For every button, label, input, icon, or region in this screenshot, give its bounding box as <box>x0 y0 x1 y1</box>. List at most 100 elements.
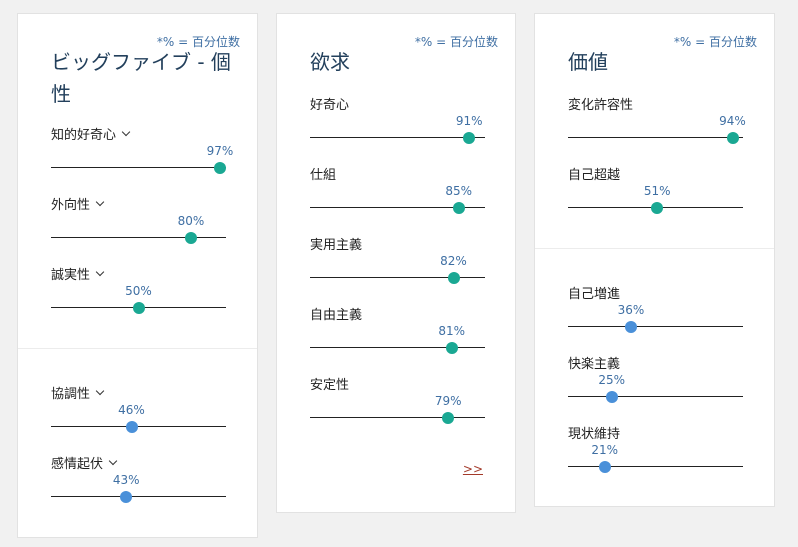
slider-knob <box>651 202 664 214</box>
item-label-text: 知的好奇心 <box>51 128 117 143</box>
value-item: 自己超越 51% <box>568 164 743 224</box>
need-item: 仕組 85% <box>310 164 485 224</box>
percentile-value: 81% <box>438 324 466 338</box>
personality-card: *% = 百分位数 ビッグファイブ - 個性 知的好奇心 97% 外向性 80% 誠… <box>17 13 258 538</box>
trait-item: 外向性 80% <box>51 194 226 254</box>
slider-track <box>310 137 485 138</box>
item-label-text: 安定性 <box>310 378 350 393</box>
slider-track <box>568 326 743 327</box>
item-label[interactable]: 外向性 <box>51 194 105 213</box>
slider-knob <box>598 461 611 473</box>
slider-knob <box>125 421 138 433</box>
card-title: 欲求 <box>310 50 350 74</box>
slider-knob <box>442 412 455 424</box>
item-label: 自己超越 <box>568 164 620 183</box>
more-link[interactable]: >> <box>462 462 483 476</box>
percentile-value: 97% <box>206 144 234 158</box>
slider-knob <box>214 162 226 174</box>
percentile-note: *% = 百分位数 <box>414 35 498 49</box>
item-label: 現状維持 <box>568 423 620 442</box>
percentile-value: 79% <box>434 394 462 408</box>
percentile-value: 50% <box>125 284 152 298</box>
percentile-note: *% = 百分位数 <box>673 35 757 49</box>
percentile-value: 80% <box>177 214 205 228</box>
slider-knob <box>452 202 465 214</box>
item-label-text: 仕組 <box>310 168 337 183</box>
item-label[interactable]: 感情起伏 <box>51 453 118 472</box>
chevron-down-icon[interactable] <box>108 456 118 465</box>
needs-card: *% = 百分位数 欲求 好奇心 91% 仕組 85% 実用主義 82% 自由主義 81… <box>276 13 516 513</box>
item-label[interactable]: 誠実性 <box>51 264 105 283</box>
slider-knob <box>445 342 458 354</box>
values-card: *% = 百分位数 価値 変化許容性 94% 自己超越 51% 自己増進 36% 快楽… <box>534 13 775 507</box>
slider-knob <box>120 491 133 503</box>
slider-knob <box>463 132 476 144</box>
value-item: 変化許容性 94% <box>568 94 746 154</box>
slider-track <box>568 396 743 397</box>
slider-knob <box>726 132 739 144</box>
percentile-value: 51% <box>643 184 671 198</box>
item-label-text: 協調性 <box>51 387 91 402</box>
item-label-text: 自己超越 <box>568 168 621 183</box>
need-item: 安定性 79% <box>310 374 485 434</box>
section-divider <box>18 348 257 349</box>
slider-track <box>51 496 226 497</box>
item-label: 安定性 <box>310 374 349 393</box>
slider-track <box>310 277 485 278</box>
value-item: 快楽主義 25% <box>568 353 743 413</box>
card-title: 価値 <box>568 50 608 74</box>
item-label-text: 快楽主義 <box>568 357 621 372</box>
percentile-value: 36% <box>617 303 645 317</box>
slider-knob <box>625 321 637 333</box>
slider-track <box>310 207 485 208</box>
item-label-text: 変化許容性 <box>568 98 634 113</box>
chevron-down-icon[interactable] <box>95 267 105 276</box>
percentile-value: 85% <box>445 184 473 198</box>
item-label-text: 現状維持 <box>568 427 621 442</box>
value-item: 自己増進 36% <box>568 283 743 343</box>
percentile-value: 91% <box>455 114 483 128</box>
percentile-value: 82% <box>440 254 467 268</box>
slider-track <box>310 417 485 418</box>
value-item: 現状維持 21% <box>568 423 743 483</box>
item-label-text: 感情起伏 <box>51 457 104 472</box>
need-item: 自由主義 81% <box>310 304 485 364</box>
trait-item: 協調性 46% <box>51 383 226 443</box>
slider-track <box>568 137 743 138</box>
percentile-value: 46% <box>118 403 145 417</box>
section-divider <box>535 248 774 249</box>
slider-track <box>51 167 226 168</box>
item-label-text: 実用主義 <box>310 238 363 253</box>
slider-track <box>51 426 226 427</box>
chevron-down-icon[interactable] <box>95 386 105 395</box>
item-label: 変化許容性 <box>568 94 633 113</box>
percentile-note: *% = 百分位数 <box>156 35 240 49</box>
percentile-value: 25% <box>598 373 626 387</box>
item-label[interactable]: 知的好奇心 <box>51 124 131 143</box>
slider-knob <box>132 302 145 314</box>
percentile-value: 43% <box>112 473 140 487</box>
item-label[interactable]: 協調性 <box>51 383 105 402</box>
need-item: 好奇心 91% <box>310 94 485 154</box>
item-label: 仕組 <box>310 164 336 183</box>
item-label-text: 外向性 <box>51 198 91 213</box>
item-label-text: 自己増進 <box>568 287 621 302</box>
trait-item: 誠実性 50% <box>51 264 226 324</box>
chevron-down-icon[interactable] <box>95 197 105 206</box>
trait-item: 知的好奇心 97% <box>51 124 233 184</box>
slider-track <box>51 237 226 238</box>
need-item: 実用主義 82% <box>310 234 485 294</box>
item-label: 自由主義 <box>310 304 362 323</box>
slider-knob <box>605 391 618 403</box>
item-label-text: 自由主義 <box>310 308 363 323</box>
percentile-value: 94% <box>719 114 746 128</box>
item-label: 自己増進 <box>568 283 620 302</box>
slider-track <box>310 347 485 348</box>
percentile-value: 21% <box>591 443 619 457</box>
item-label: 快楽主義 <box>568 353 620 372</box>
chevron-down-icon[interactable] <box>121 127 131 136</box>
slider-knob <box>185 232 197 244</box>
slider-knob <box>447 272 460 284</box>
item-label: 実用主義 <box>310 234 362 253</box>
slider-track <box>568 466 743 467</box>
